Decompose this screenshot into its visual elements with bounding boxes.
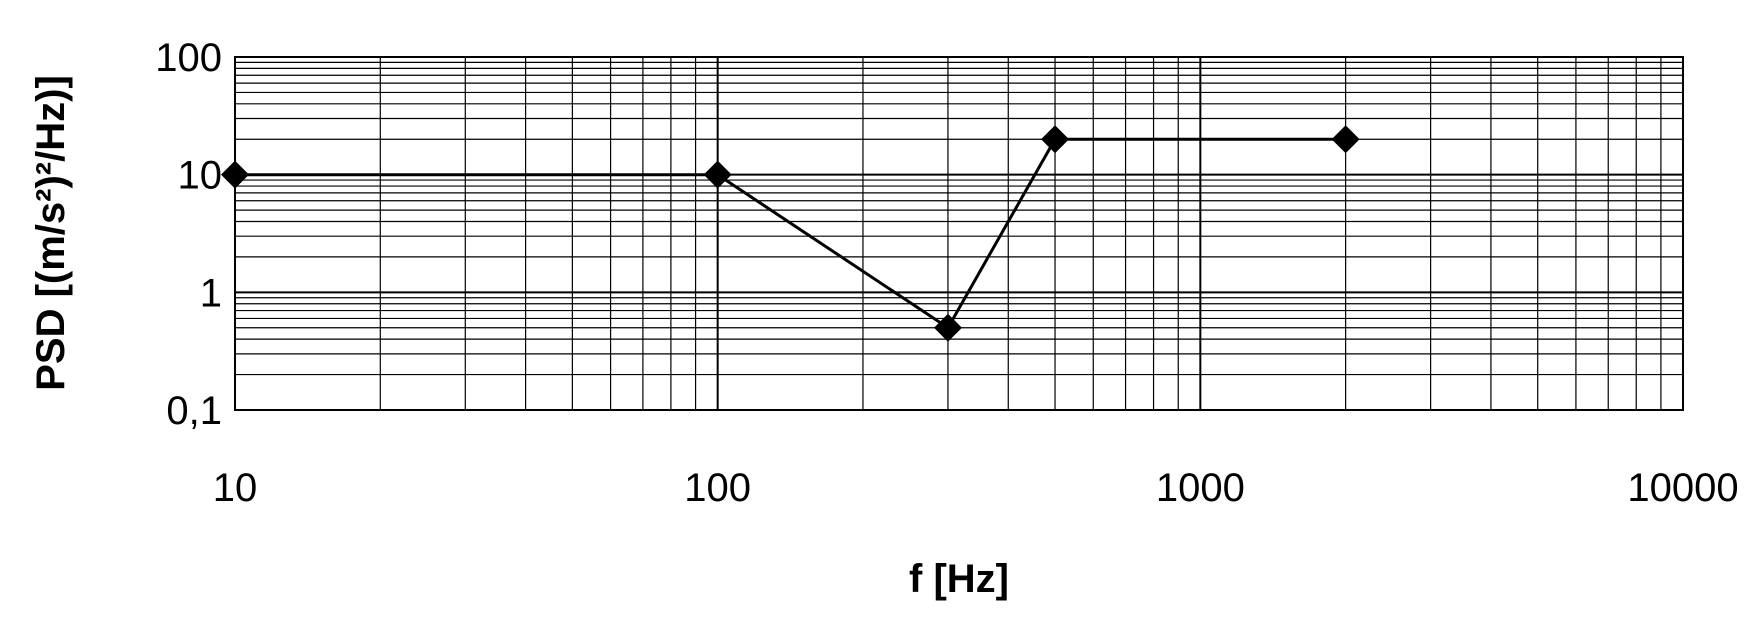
data-point-marker (933, 313, 962, 342)
y-tick-label: 100 (155, 36, 222, 80)
x-tick-label: 10 (213, 466, 258, 510)
data-point-marker (1041, 125, 1070, 154)
series-line (235, 137, 1346, 330)
x-tick-label: 1000 (1156, 466, 1245, 510)
data-point-marker (221, 160, 249, 189)
x-tick-label: 100 (684, 466, 751, 510)
y-tick-label: 0,1 (166, 389, 222, 433)
grid (234, 57, 1683, 411)
data-point-marker (703, 160, 732, 189)
x-tick-label: 10000 (1627, 466, 1738, 510)
y-tick-label: 10 (178, 154, 223, 198)
y-axis-ticks: 100 10 1 0,1 (155, 36, 222, 433)
data-point-marker (1331, 125, 1360, 154)
x-axis-ticks: 10 100 1000 10000 (213, 466, 1739, 510)
plot-area (234, 56, 1684, 411)
x-axis-title: f [Hz] (909, 557, 1009, 601)
y-axis-title: PSD [(m/s²)²/Hz)] (29, 75, 73, 391)
series-layer (221, 125, 1360, 342)
y-tick-label: 1 (200, 271, 222, 315)
